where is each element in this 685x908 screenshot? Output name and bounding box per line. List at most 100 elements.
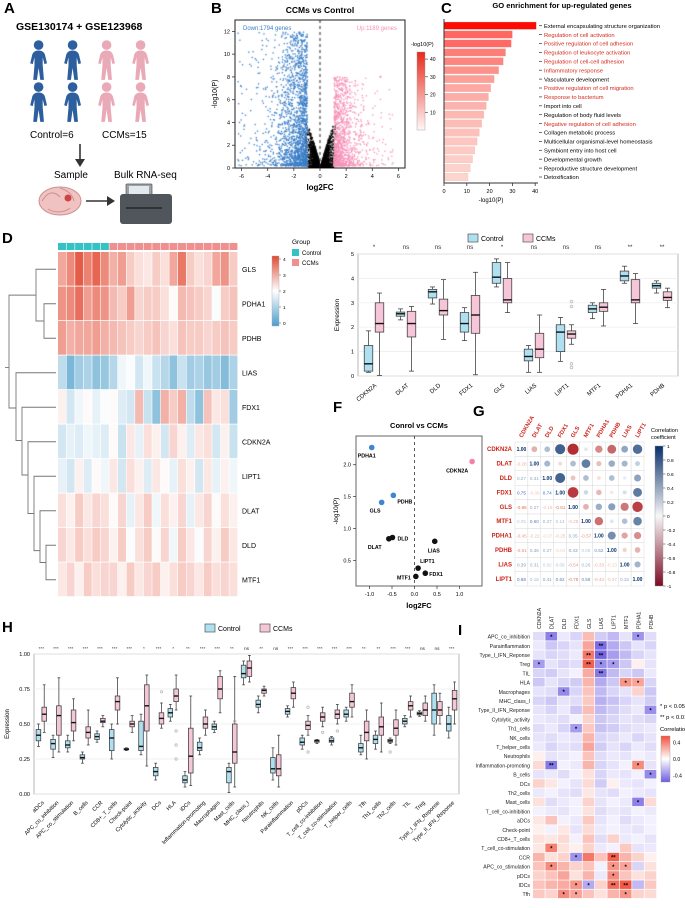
svg-text:0.75: 0.75 [517, 490, 526, 495]
svg-text:*: * [373, 244, 376, 251]
group-legend-title: Group [292, 239, 310, 246]
svg-text:30: 30 [430, 75, 436, 81]
person-icon [30, 82, 47, 122]
svg-text:0.36: 0.36 [530, 548, 539, 553]
svg-text:-0.28: -0.28 [568, 519, 579, 524]
svg-text:Import into cell: Import into cell [544, 104, 582, 110]
svg-text:ns: ns [244, 647, 250, 652]
svg-text:1.00: 1.00 [581, 519, 591, 525]
svg-text:0.8: 0.8 [667, 458, 674, 464]
heatmap-row-label: PDHA1 [242, 301, 265, 308]
person-icon [132, 82, 149, 122]
svg-text:**: ** [628, 244, 633, 251]
svg-text:GLS: GLS [370, 508, 381, 514]
svg-text:*: * [625, 893, 628, 899]
sequencer-icon [120, 183, 172, 224]
heatmap-row-label: FDX1 [242, 405, 260, 412]
svg-text:-0.4: -0.4 [673, 774, 682, 780]
svg-text:-0.09: -0.09 [529, 490, 540, 495]
svg-text:**: ** [611, 856, 616, 862]
svg-text:ns: ns [434, 647, 440, 652]
expression-ylabel: Expression [334, 299, 341, 332]
svg-text:*: * [587, 883, 590, 889]
svg-text:DLD: DLD [544, 426, 555, 439]
svg-text:4: 4 [227, 120, 230, 126]
svg-text:PDHB: PDHB [649, 614, 655, 629]
svg-text:FDX1: FDX1 [429, 572, 443, 578]
svg-text:0: 0 [283, 321, 286, 327]
expression-ylabel: Expression [5, 709, 11, 739]
svg-text:0.27: 0.27 [543, 519, 552, 524]
svg-text:**: ** [362, 646, 366, 652]
svg-text:***: *** [112, 646, 118, 652]
go-bars: External encapsulating structure organiz… [443, 21, 660, 181]
svg-text:***: *** [53, 646, 59, 652]
svg-text:0: 0 [351, 374, 354, 380]
panel-label-a: A [4, 0, 15, 17]
svg-text:1.00: 1.00 [607, 548, 617, 554]
svg-text:1.00: 1.00 [633, 577, 643, 583]
volcano-ylabel: -log10(P) [212, 80, 219, 109]
svg-text:MTF1: MTF1 [397, 575, 411, 581]
scatter-title: Conrol vs CCMs [390, 421, 448, 430]
svg-text:-0.78: -0.78 [568, 577, 579, 582]
svg-text:DCs: DCs [520, 782, 530, 788]
svg-text:**: ** [660, 244, 665, 251]
svg-text:0.06: 0.06 [581, 548, 590, 553]
svg-text:HLA: HLA [520, 681, 531, 687]
svg-text:ns: ns [563, 244, 570, 251]
svg-text:Regulation of cell activation: Regulation of cell activation [544, 33, 615, 39]
svg-text:Collagen metabolic process: Collagen metabolic process [544, 131, 615, 137]
svg-text:**: ** [230, 646, 234, 652]
svg-text:Positive regulation of cell ad: Positive regulation of cell adhesion [544, 42, 633, 48]
svg-text:2: 2 [345, 174, 348, 180]
heatmap-cells [58, 252, 238, 597]
panel-volcano: CCMs vs Control 0 2 4 6 8 10 12 -6 -4 -2 0 2 4 6 log2FC… [205, 0, 445, 212]
svg-text:***: *** [200, 646, 206, 652]
svg-text:0.62: 0.62 [556, 577, 565, 582]
scatter-ylabel: -log10(P) [333, 498, 340, 525]
svg-text:-1.0: -1.0 [365, 592, 374, 598]
svg-text:3: 3 [283, 273, 286, 279]
svg-text:0.18: 0.18 [530, 577, 539, 582]
svg-text:DLAT: DLAT [550, 615, 556, 629]
svg-text:NK_cells: NK_cells [510, 736, 531, 742]
sample-label: Sample [54, 170, 88, 181]
svg-text:TIL: TIL [402, 800, 412, 810]
svg-text:0.35: 0.35 [569, 534, 578, 539]
svg-text:0.0: 0.0 [673, 757, 680, 763]
svg-text:1.00: 1.00 [529, 462, 539, 468]
svg-text:*: * [637, 801, 640, 807]
svg-text:20: 20 [430, 93, 436, 99]
svg-text:4: 4 [351, 276, 354, 282]
heatmap-row-label: DLAT [242, 508, 260, 515]
svg-text:LIPT1: LIPT1 [612, 615, 618, 629]
control-count: Control=6 [30, 130, 74, 141]
svg-text:*: * [172, 646, 174, 652]
svg-text:**: ** [586, 663, 591, 669]
group-annotation-bar [58, 243, 238, 250]
svg-text:12: 12 [224, 29, 230, 35]
svg-text:1.0: 1.0 [343, 527, 351, 533]
svg-text:0.27: 0.27 [517, 476, 526, 481]
heatmap-row-label: GLS [242, 267, 256, 274]
svg-text:*: * [625, 865, 628, 871]
svg-text:20: 20 [487, 189, 493, 195]
svg-text:LIPT1: LIPT1 [496, 577, 513, 583]
svg-text:LIPT1: LIPT1 [635, 422, 648, 439]
svg-text:PDHA1: PDHA1 [358, 453, 376, 459]
svg-text:Tfh: Tfh [358, 800, 368, 810]
svg-text:0.5: 0.5 [343, 558, 351, 564]
svg-text:***: *** [288, 646, 294, 652]
svg-text:**: ** [623, 883, 628, 889]
svg-text:0.2: 0.2 [667, 500, 674, 506]
svg-text:Response to bacterium: Response to bacterium [544, 95, 604, 101]
ccms-count: CCMs=15 [102, 130, 147, 141]
svg-text:0.4: 0.4 [667, 486, 674, 492]
panel-label-h: H [2, 619, 13, 636]
volcano-points [235, 20, 405, 168]
svg-text:-0.57: -0.57 [581, 534, 592, 539]
svg-text:4: 4 [371, 174, 374, 180]
svg-text:coefficient: coefficient [651, 435, 676, 441]
